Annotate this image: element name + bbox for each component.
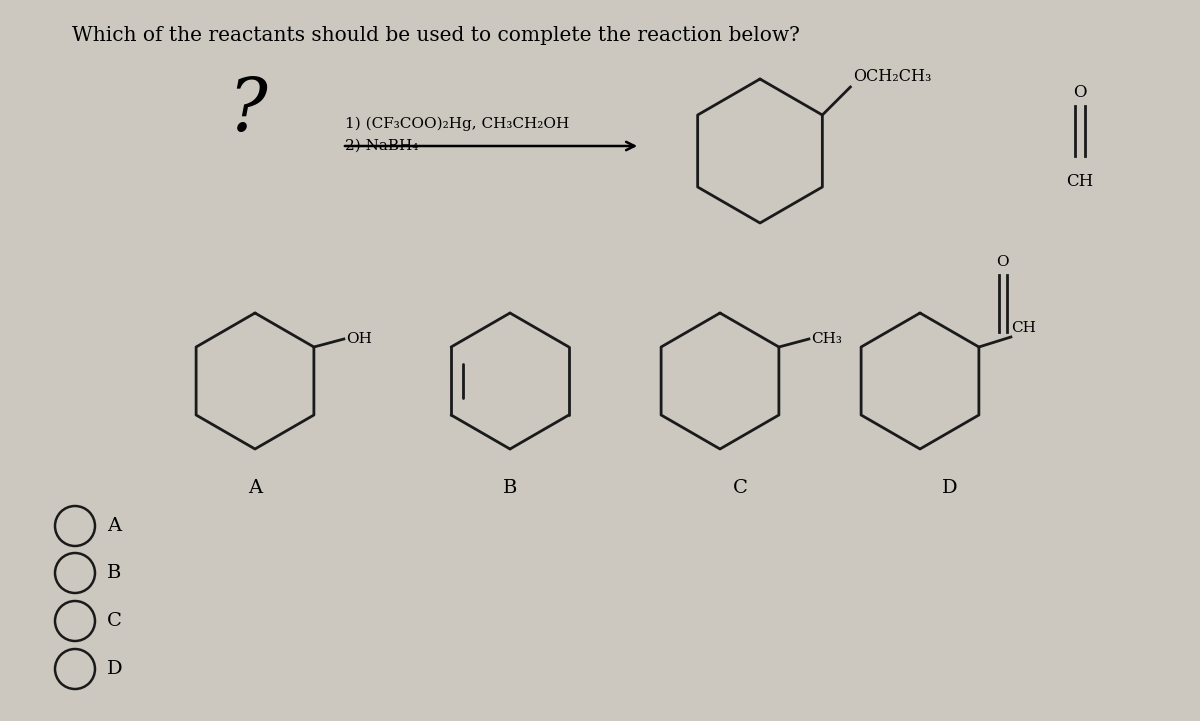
Text: 2) NaBH₄: 2) NaBH₄ <box>346 139 419 153</box>
Text: O: O <box>996 255 1009 269</box>
Text: ?: ? <box>229 76 268 146</box>
Text: CH: CH <box>1067 173 1093 190</box>
Text: OCH₂CH₃: OCH₂CH₃ <box>853 68 932 85</box>
Text: D: D <box>107 660 122 678</box>
Text: B: B <box>107 564 121 582</box>
Text: B: B <box>503 479 517 497</box>
Text: CH: CH <box>1010 321 1036 335</box>
Text: Which of the reactants should be used to complete the reaction below?: Which of the reactants should be used to… <box>72 26 800 45</box>
Text: CH₃: CH₃ <box>811 332 841 346</box>
Text: A: A <box>107 517 121 535</box>
Text: 1) (CF₃COO)₂Hg, CH₃CH₂OH: 1) (CF₃COO)₂Hg, CH₃CH₂OH <box>346 117 569 131</box>
Text: A: A <box>248 479 262 497</box>
Text: C: C <box>732 479 748 497</box>
Text: OH: OH <box>346 332 372 346</box>
Text: D: D <box>942 479 958 497</box>
Text: C: C <box>107 612 122 630</box>
Text: O: O <box>1073 84 1087 101</box>
